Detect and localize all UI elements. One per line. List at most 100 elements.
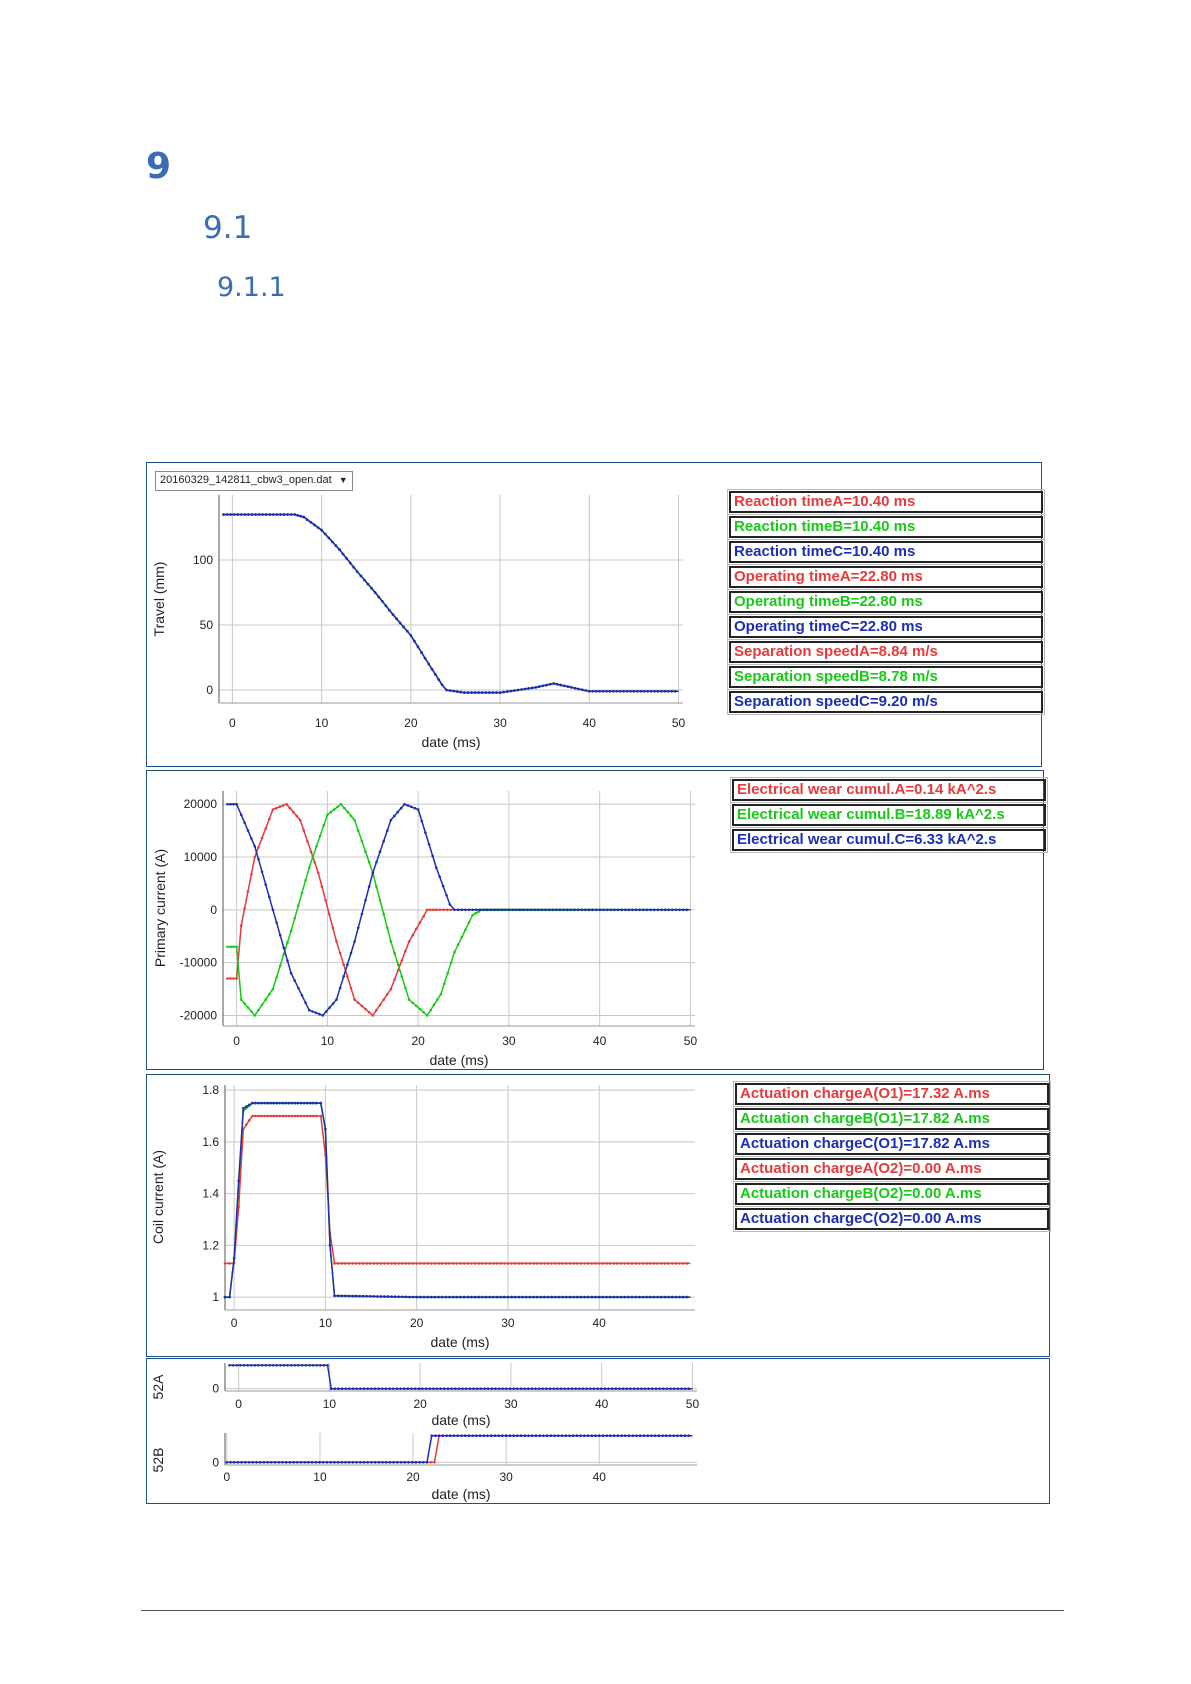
legend-item: Actuation chargeA(O2)=0.00 A.ms <box>733 1156 1051 1182</box>
coil-point-A <box>638 1262 641 1265</box>
52a-point-C <box>519 1387 523 1390</box>
coil-point-C <box>470 1295 473 1299</box>
coil-point-A <box>308 1114 312 1118</box>
primary-point-B <box>407 998 411 1001</box>
coil-point-A <box>641 1262 645 1265</box>
52a-point-C <box>581 1387 585 1390</box>
travel-point-C <box>459 690 463 694</box>
coil-y-tick-label: 1.8 <box>202 1083 219 1097</box>
coil-point-C <box>328 1244 332 1247</box>
primary-point-A <box>449 908 453 912</box>
file-select-dropdown[interactable]: 20160329_142811_cbw3_open.dat ▼ <box>155 471 353 491</box>
travel-point-C <box>498 691 502 694</box>
coil-point-A <box>517 1262 521 1265</box>
coil-point-A <box>340 1262 343 1265</box>
52b-point-C <box>377 1461 381 1464</box>
coil-point-A <box>645 1262 648 1265</box>
52b-point-C <box>463 1434 467 1437</box>
travel-point-C <box>636 690 639 693</box>
coil-point-A <box>455 1262 459 1265</box>
52b-point-C <box>281 1461 284 1464</box>
primary-point-C <box>406 804 410 807</box>
coil-point-A <box>539 1262 543 1265</box>
legend-item: Separation speedA=8.84 m/s <box>727 639 1045 665</box>
primary-point-B <box>356 829 360 832</box>
travel-point-C <box>480 691 484 694</box>
primary-point-B <box>264 998 267 1001</box>
52b-point-C <box>247 1461 251 1464</box>
coil-point-A <box>634 1262 637 1265</box>
coil-point-A <box>379 1262 383 1265</box>
52a-point-C <box>457 1387 461 1390</box>
primary-point-C <box>594 908 598 912</box>
coil-point-C <box>411 1295 415 1299</box>
coil-point-C <box>248 1103 251 1107</box>
primary-point-C <box>371 871 375 875</box>
travel-point-C <box>416 645 420 649</box>
coil-point-A <box>404 1262 408 1265</box>
travel-x-tick-label: 40 <box>583 716 597 730</box>
travel-y-tick-label: 50 <box>200 618 214 632</box>
primary-point-A <box>288 806 292 810</box>
travel-point-C <box>473 691 477 694</box>
primary-point-C <box>349 951 353 955</box>
52a-point-C <box>501 1387 505 1390</box>
coil-point-C <box>340 1294 343 1298</box>
52a-point-C <box>271 1364 275 1367</box>
travel-point-C <box>491 691 495 694</box>
travel-point-C <box>373 591 377 594</box>
travel-point-C <box>265 513 268 516</box>
52a-point-C <box>304 1364 308 1367</box>
52a-point-C <box>424 1387 428 1390</box>
coil-point-C <box>576 1295 579 1299</box>
coil-point-C <box>513 1295 517 1299</box>
travel-plot: 0 10 20 30 40 50 0 50 100 date (ms) Travel (mm) <box>151 495 686 750</box>
coil-point-A <box>426 1262 429 1265</box>
52b-point-C <box>523 1434 527 1437</box>
52a-point-C <box>439 1387 443 1390</box>
52b-point-A <box>429 1461 433 1464</box>
52b-point-C <box>229 1461 232 1464</box>
52b-point-C <box>418 1461 421 1464</box>
legend-item: Electrical wear cumul.B=18.89 kA^2.s <box>730 802 1048 828</box>
primary-point-C <box>293 979 296 982</box>
coil-point-A <box>444 1262 448 1265</box>
primary-x-tick-label: 20 <box>411 1034 425 1048</box>
travel-point-C <box>268 513 272 516</box>
coil-point-C <box>257 1101 260 1105</box>
primary-point-A <box>327 912 331 916</box>
travel-point-C <box>302 515 306 519</box>
52b-point-C <box>410 1461 414 1464</box>
primary-point-A <box>298 818 302 822</box>
primary-point-A <box>317 871 320 875</box>
travel-point-C <box>250 513 254 516</box>
travel-point-C <box>334 544 338 547</box>
primary-point-A <box>338 951 342 955</box>
travel-point-C <box>656 690 660 693</box>
coil-x-axis-label: date (ms) <box>430 1334 489 1350</box>
coil-point-C <box>659 1295 663 1299</box>
travel-point-C <box>247 513 250 516</box>
coil-current-legend: Actuation chargeA(O1)=17.32 A.ms Actuatio… <box>733 1081 1051 1233</box>
primary-point-C <box>507 908 511 912</box>
coil-point-A <box>510 1262 513 1265</box>
coil-point-C <box>315 1101 318 1105</box>
primary-point-A <box>346 975 349 978</box>
travel-point-C <box>282 513 286 516</box>
coil-point-A <box>269 1114 272 1118</box>
52b-point-C <box>344 1461 347 1464</box>
primary-point-A <box>349 986 353 990</box>
primary-x-axis-label: date (ms) <box>429 1052 488 1068</box>
52b-point-C <box>653 1434 657 1437</box>
coil-point-A <box>488 1262 492 1265</box>
primary-point-B <box>367 861 371 864</box>
coil-point-A <box>605 1262 608 1265</box>
coil-point-C <box>488 1295 492 1299</box>
coil-point-C <box>579 1295 583 1299</box>
primary-point-A <box>367 1011 371 1014</box>
coil-point-C <box>223 1295 227 1299</box>
52a-point-C <box>665 1387 669 1390</box>
travel-point-C <box>222 513 225 516</box>
primary-point-A <box>442 908 445 912</box>
52a-point-C <box>260 1364 264 1367</box>
